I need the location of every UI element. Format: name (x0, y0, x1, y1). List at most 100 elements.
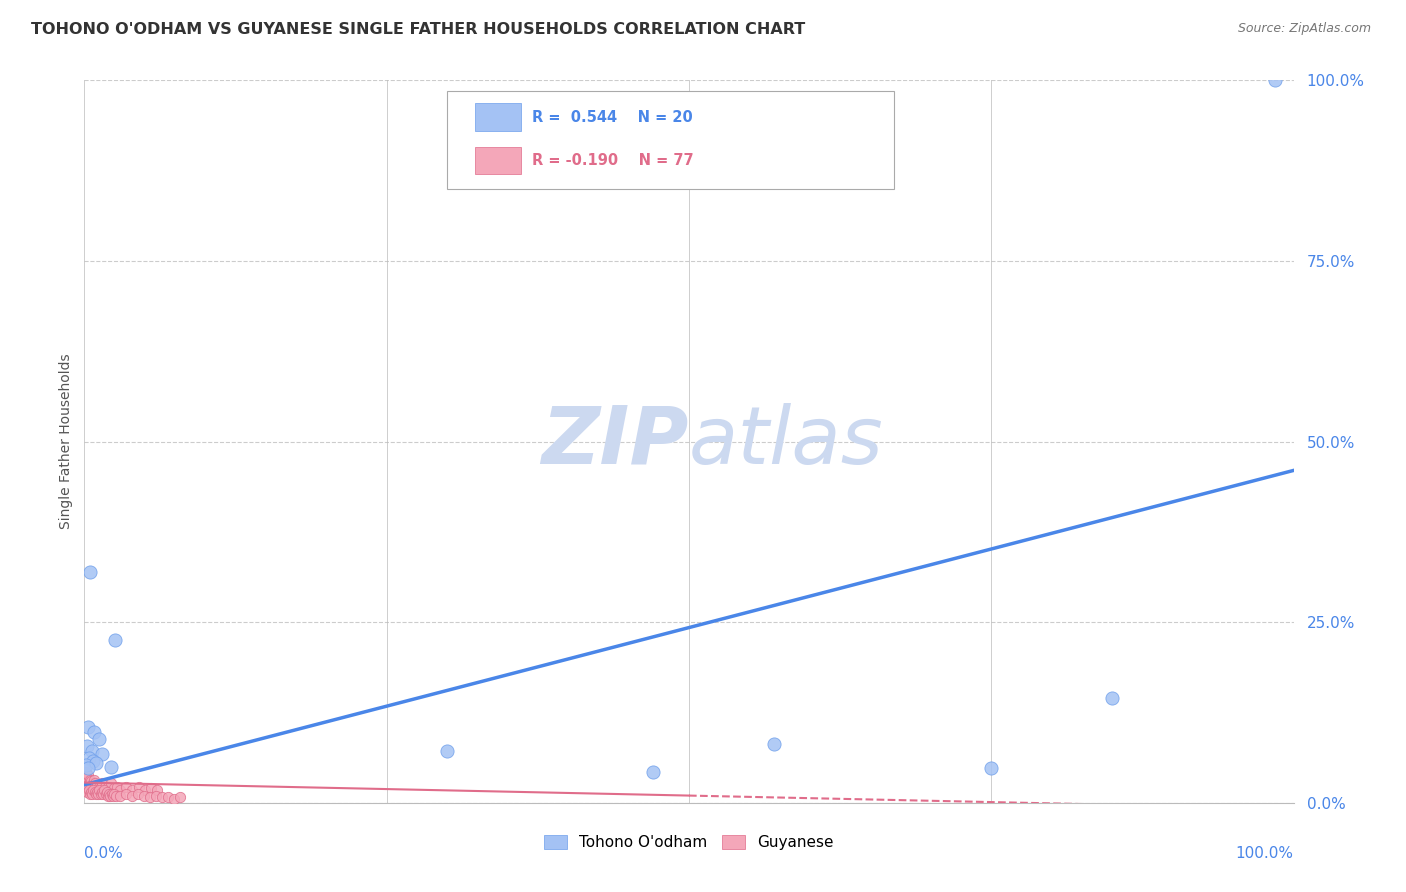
Text: ZIP: ZIP (541, 402, 689, 481)
Point (79, 565, 101, 579)
Point (1264, 73, 1286, 87)
Point (105, 780, 128, 794)
Point (103, 787, 125, 801)
Point (96, 785, 118, 799)
Point (169, 790, 191, 805)
Point (157, 790, 180, 805)
Y-axis label: Single Father Households: Single Father Households (59, 354, 73, 529)
Point (84, 780, 107, 794)
Point (80, 744, 103, 758)
Point (79, 775, 101, 789)
Point (79, 778, 101, 792)
Text: 0.0%: 0.0% (84, 847, 124, 861)
Point (97, 789, 120, 803)
Point (150, 790, 173, 805)
Point (134, 789, 156, 803)
Point (1101, 691, 1123, 706)
Point (82, 780, 104, 794)
Point (121, 789, 143, 803)
Bar (475, 103, 520, 131)
Point (90, 785, 112, 799)
Point (163, 792, 186, 806)
Text: TOHONO O'ODHAM VS GUYANESE SINGLE FATHER HOUSEHOLDS CORRELATION CHART: TOHONO O'ODHAM VS GUYANESE SINGLE FATHER… (31, 22, 806, 37)
Text: atlas: atlas (689, 402, 884, 481)
Point (104, 633, 127, 648)
Point (86, 778, 108, 792)
Point (110, 782, 132, 797)
Point (139, 781, 162, 796)
Point (87, 787, 110, 801)
Text: Source: ZipAtlas.com: Source: ZipAtlas.com (1237, 22, 1371, 36)
Point (82, 787, 104, 801)
Point (80, 785, 103, 799)
Point (84, 787, 107, 801)
Point (108, 789, 131, 803)
Point (100, 787, 122, 801)
Point (762, 737, 785, 751)
Point (76, 774, 98, 789)
Point (79, 772, 101, 787)
Point (75, 781, 97, 796)
Point (77, 768, 100, 782)
Text: 100.0%: 100.0% (1236, 847, 1294, 861)
Point (82, 782, 104, 797)
Point (77, 761, 100, 775)
Point (86, 782, 108, 797)
Point (94, 787, 117, 801)
Point (139, 790, 162, 805)
Point (93, 780, 115, 794)
Point (77, 720, 100, 734)
Point (103, 781, 125, 796)
FancyBboxPatch shape (447, 91, 894, 189)
Point (94, 782, 117, 797)
Point (79, 787, 101, 801)
Point (82, 754, 104, 768)
Point (90, 787, 112, 801)
Point (75, 765, 97, 780)
Point (76, 739, 98, 754)
Point (83, 772, 105, 787)
Point (77, 780, 100, 794)
Point (100, 760, 122, 774)
Point (93, 782, 115, 797)
Point (91, 787, 114, 801)
Bar (475, 147, 520, 174)
Point (115, 780, 138, 794)
Point (75, 758, 97, 772)
Point (73, 768, 96, 782)
Point (80, 774, 103, 789)
Point (84, 781, 107, 796)
Point (145, 789, 167, 803)
Point (98, 789, 121, 803)
Point (87, 732, 110, 747)
Text: R =  0.544    N = 20: R = 0.544 N = 20 (531, 110, 693, 125)
Point (128, 780, 150, 794)
Point (77, 782, 100, 797)
Legend: Tohono O'odham, Guyanese: Tohono O'odham, Guyanese (537, 830, 841, 856)
Text: R = -0.190    N = 77: R = -0.190 N = 77 (531, 153, 693, 168)
Point (91, 775, 114, 789)
Point (115, 787, 138, 801)
Point (101, 789, 124, 803)
Point (98, 787, 121, 801)
Point (83, 725, 105, 739)
Point (75, 772, 97, 787)
Point (121, 782, 143, 797)
Point (105, 789, 128, 803)
Point (77, 751, 100, 765)
Point (91, 747, 114, 761)
Point (436, 744, 458, 758)
Point (641, 765, 664, 780)
Point (83, 785, 105, 799)
Point (84, 775, 107, 789)
Point (89, 781, 111, 796)
Point (134, 782, 156, 797)
Point (75, 782, 97, 797)
Point (76, 771, 98, 785)
Point (89, 782, 111, 797)
Point (82, 775, 104, 789)
Point (86, 756, 108, 770)
Point (980, 761, 1002, 775)
Point (83, 782, 105, 797)
Point (76, 775, 98, 789)
